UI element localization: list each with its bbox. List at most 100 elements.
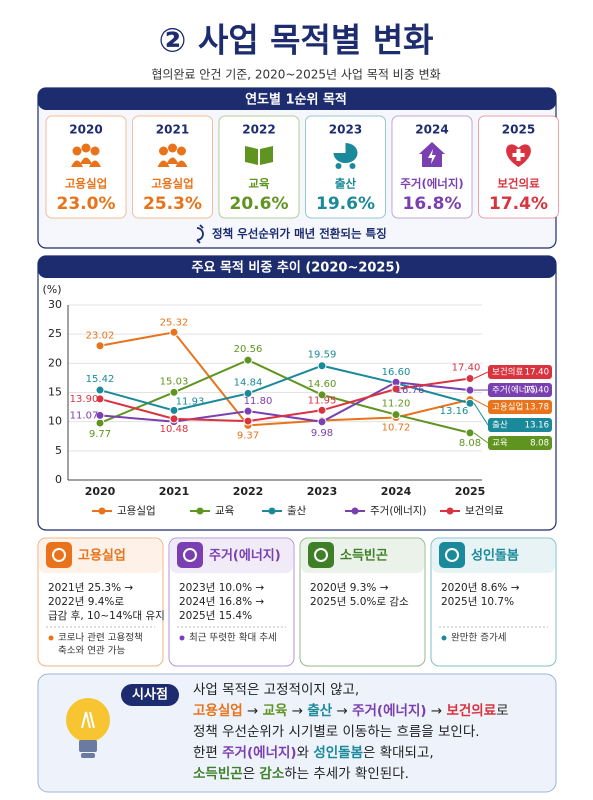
card-year: 2025 (502, 123, 535, 137)
y-tick-label: 10 (48, 415, 62, 428)
insight-label-bg (121, 684, 179, 706)
insight-line: 고용실업 → 교육 → 출산 → 주거(에너지) → 보건의료로 (193, 702, 509, 719)
end-label-value: 17.40 (525, 368, 549, 378)
detail-icon-mark (445, 548, 459, 562)
year-card (132, 115, 213, 219)
data-label: 9.98 (311, 428, 333, 439)
data-point (169, 327, 179, 337)
insight-segment: → (243, 703, 263, 719)
insight-segment: 교육 (263, 703, 288, 719)
icon-part (245, 146, 273, 165)
data-point (243, 388, 253, 398)
icon-part (157, 160, 170, 167)
detail-title: 주거(에너지) (209, 548, 281, 564)
detail-note: 코로나 관련 고용정책 (58, 633, 143, 644)
end-label-box (488, 365, 552, 379)
series-line (99, 377, 471, 423)
insight-line: 사업 목적은 고정적이지 않고, (193, 682, 359, 698)
rotate-icon (196, 224, 204, 244)
insight-segment: 주거(에너지) (222, 745, 296, 761)
insight-segment: 하는 추세가 확인된다. (284, 766, 409, 782)
data-label: 15.03 (160, 376, 189, 387)
insight-segment: 출산 (307, 702, 332, 719)
insight-segment: 사업 목적은 고정적이지 않고, (193, 682, 359, 698)
legend-label: 고용실업 (117, 504, 156, 517)
data-label: 19.59 (308, 350, 337, 361)
data-label: 11.80 (244, 396, 273, 407)
detail-note: 완만한 증가세 (451, 633, 506, 644)
insight-segment: 로 (496, 703, 508, 719)
data-point (243, 355, 253, 365)
detail-note: 축소와 연관 가능 (58, 645, 125, 657)
y-tick-label: 20 (48, 356, 62, 369)
icon-part (81, 143, 91, 153)
insight-segment: 은 (243, 766, 260, 782)
insight-segment: 보건의료 (446, 702, 496, 719)
data-point (169, 405, 179, 415)
icon-part (175, 160, 188, 167)
detail-icon (177, 542, 203, 568)
y-axis-label: (%) (42, 283, 61, 296)
insight-segment: 은 확대되고, (363, 745, 434, 761)
data-point (95, 394, 105, 404)
insight-segment: 정책 우선순위가 시기별로 이동하는 흐름을 보인다. (193, 724, 480, 740)
card-label: 고용실업 (151, 177, 193, 191)
icon-part (168, 143, 177, 153)
detail-line: 2021년 25.3% → (48, 582, 133, 594)
detail-icon-mark (183, 548, 197, 562)
detail-line: 2020년 8.6% → (441, 582, 520, 594)
card-value: 20.6% (230, 194, 289, 214)
detail-title: 성인돌봄 (471, 548, 519, 564)
data-label: 10.72 (382, 422, 411, 433)
end-label-connector (473, 432, 489, 444)
card-label: 보건의료 (497, 177, 540, 191)
detail-icon-mark (314, 548, 328, 562)
series-line (99, 331, 471, 427)
card-year: 2024 (415, 123, 448, 137)
icon-part (349, 163, 356, 169)
insight-label: 시사점 (132, 687, 168, 703)
icon-part (90, 146, 100, 156)
end-label-box (488, 436, 552, 450)
y-tick-label: 0 (55, 473, 62, 486)
data-point (317, 417, 327, 427)
x-tick-label: 2025 (455, 485, 486, 498)
detail-card (299, 537, 426, 667)
end-label-name: 교육 (492, 439, 508, 449)
insight-segment: 고용실업 (193, 703, 243, 719)
card-value: 23.0% (57, 194, 116, 214)
data-point (391, 410, 401, 420)
insight-line: 한편 주거(에너지)와 성인돌봄은 확대되고, (193, 744, 434, 761)
data-point (317, 361, 327, 371)
icon-part (177, 146, 186, 156)
end-label-box (488, 383, 552, 397)
end-label-name: 주거(에너지) (492, 385, 538, 396)
detail-line: 2025년 15.4% (179, 610, 252, 622)
end-label-value: 13.78 (525, 403, 549, 413)
insight-segment: → (332, 703, 352, 719)
icon-part (72, 146, 82, 156)
end-label-connector (473, 371, 489, 379)
page-title: ② 사업 목적별 변화 (159, 21, 434, 60)
data-label: 15.42 (86, 374, 115, 385)
card-year: 2022 (242, 123, 275, 137)
card-icon (333, 143, 358, 169)
data-point (243, 406, 253, 416)
detail-title: 고용실업 (78, 548, 126, 564)
data-label: 16.60 (382, 367, 411, 378)
card-label: 출산 (335, 177, 357, 191)
legend-label: 교육 (215, 505, 235, 517)
data-label: 14.84 (234, 377, 263, 388)
card-icon (245, 146, 273, 165)
detail-note: 최근 뚜렷한 확대 추세 (189, 632, 277, 644)
detail-icon (308, 542, 334, 568)
card-label: 고용실업 (65, 177, 107, 191)
data-label: 9.37 (237, 430, 259, 441)
icon-part (71, 160, 83, 167)
top-section-header (38, 88, 556, 110)
series-line (99, 358, 471, 434)
icon-part (89, 160, 101, 167)
card-value: 16.8% (403, 194, 462, 214)
end-label-value: 8.08 (530, 439, 549, 449)
